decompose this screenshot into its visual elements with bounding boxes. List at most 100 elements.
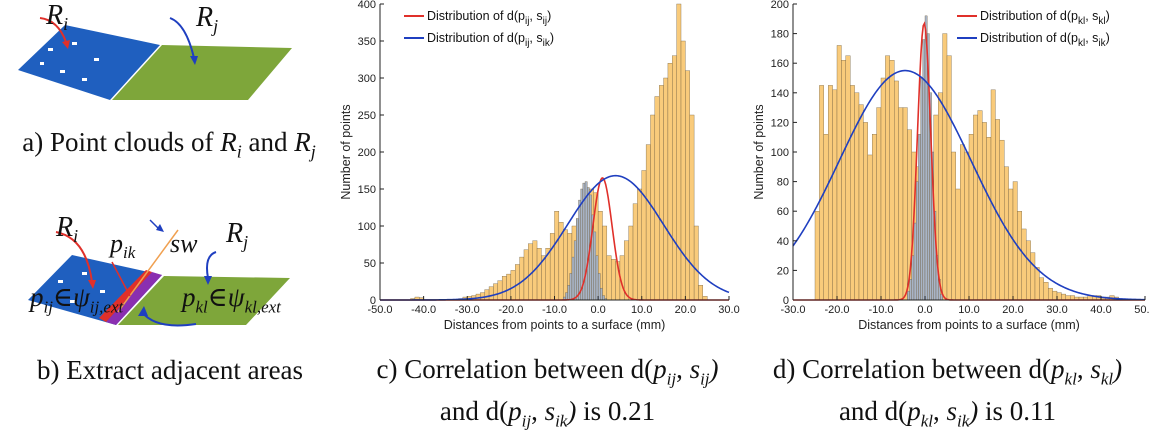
y-tick-label: 100: [771, 147, 789, 159]
histogram-bar: [484, 289, 490, 301]
legend-label-part: Distribution of d(: [980, 31, 1072, 45]
histogram-bar: [938, 92, 943, 301]
legend-label: Distribution of d(pkl, sik): [980, 31, 1110, 49]
caption-b: b) Extract adjacent areas: [36, 355, 304, 385]
histogram-bar: [523, 249, 529, 301]
y-tick-label: 120: [771, 117, 789, 129]
histogram-bar: [885, 55, 890, 301]
y-axis-label: Number of points: [339, 104, 353, 199]
x-tick-label: 10.0: [958, 304, 979, 316]
histogram-broad: [410, 3, 708, 301]
label-pik: pik: [108, 229, 136, 262]
label-rj: Rj: [195, 2, 218, 36]
legend-label-part: kl: [1098, 16, 1105, 27]
histogram-bar: [907, 290, 910, 301]
y-tick-label: 160: [771, 58, 789, 70]
histogram-bar: [637, 188, 642, 301]
histogram-bar: [858, 104, 864, 301]
label-ri: Ri: [55, 212, 78, 246]
y-tick-label: 350: [358, 36, 376, 48]
histogram-bar: [576, 218, 579, 301]
histogram-bar: [659, 85, 664, 301]
x-tick-label: -10.0: [868, 304, 893, 316]
y-axis-label: Number of points: [752, 104, 766, 199]
legend-label: Distribution of d(pij, sik): [427, 31, 554, 49]
panel-b-illustration: Ri pik sw Rj: [28, 212, 290, 327]
histogram-bar: [506, 273, 512, 301]
x-tick-label: 30.0: [1046, 304, 1067, 316]
histogram-bar: [1043, 282, 1049, 301]
histogram-bar: [593, 231, 597, 301]
histogram-bar: [823, 134, 829, 301]
legend-label-part: ij: [525, 38, 529, 49]
histogram-bar: [569, 273, 573, 301]
panel-a-illustration: Ri Rj: [18, 0, 292, 100]
histogram-bar: [685, 70, 690, 301]
legend: Distribution of d(pij, sij)Distribution …: [404, 9, 554, 49]
legend-label-part: ,: [529, 31, 536, 45]
red-arrow: [39, 17, 67, 43]
y-tick-label: 250: [358, 110, 376, 122]
x-tick-label: -10.0: [542, 304, 567, 316]
histogram-bar: [951, 151, 956, 301]
x-tick-label: -30.0: [780, 304, 805, 316]
legend-label-part: p: [518, 9, 525, 23]
y-tick-label: 100: [358, 221, 376, 233]
histogram-bar: [1048, 287, 1053, 301]
chart-d: -30.0 -20.0 -10.0 0.0 10.0 20.0 30.0 40.0 50.0 0 2…: [752, 0, 1150, 332]
y-tick-label: 150: [358, 184, 376, 196]
fitted-surface-line: [117, 229, 179, 313]
x-tick-label: -30.0: [455, 304, 480, 316]
histogram-broad: [814, 33, 1124, 301]
histogram-bar: [663, 77, 669, 301]
x-tick-label: 10.0: [631, 304, 652, 316]
legend-label-part: ,: [529, 9, 536, 23]
histogram-bar: [667, 63, 673, 301]
blue-arrowhead: [190, 56, 198, 65]
histogram-bar: [955, 188, 961, 301]
y-tick-label: 80: [777, 177, 789, 189]
y-tick-label: 20: [777, 265, 789, 277]
legend-label-part: kl: [1078, 38, 1085, 49]
histogram-bar: [1052, 290, 1058, 301]
legend-label-part: p: [1071, 9, 1078, 23]
histogram-bar: [880, 77, 886, 301]
y-tick-label: 200: [358, 147, 376, 159]
x-tick-label: 20.0: [1002, 304, 1023, 316]
y-tick-label: 50: [364, 258, 376, 270]
legend-label-part: s: [536, 31, 542, 45]
histogram-bar: [1004, 166, 1009, 301]
histogram-bar: [828, 85, 833, 301]
surface-holes: [40, 42, 99, 81]
histogram-bar: [573, 240, 577, 301]
histogram-bar: [641, 170, 647, 301]
histogram-bar: [554, 211, 560, 301]
x-tick-label: 40.0: [1090, 304, 1111, 316]
histogram-bar: [911, 255, 915, 301]
green-surface: [112, 45, 292, 100]
legend: Distribution of d(pkl, skl)Distribution …: [957, 9, 1110, 49]
legend-label-part: Distribution of d(: [980, 9, 1072, 23]
histogram-bar: [567, 285, 570, 301]
x-axis-label: Distances from points to a surface (mm): [858, 318, 1080, 332]
red-arrow: [55, 231, 93, 283]
histogram-bar: [916, 181, 919, 301]
histogram-bar: [946, 55, 952, 301]
histogram-bar: [845, 55, 851, 301]
pkl-arrowhead: [138, 306, 148, 316]
histogram-bar: [519, 256, 525, 301]
histogram-bar: [1034, 267, 1040, 301]
histogram-bar: [676, 3, 682, 301]
blue-arrow: [169, 17, 195, 59]
x-tick-label: 30.0: [718, 304, 739, 316]
histogram-bar: [832, 89, 838, 301]
x-tick-label: 0.0: [590, 304, 605, 316]
legend-label-part: s: [1092, 31, 1098, 45]
legend-label-part: ): [550, 31, 554, 45]
histogram-bar: [942, 33, 948, 301]
histogram-bar: [632, 203, 638, 301]
legend-label-part: s: [536, 9, 542, 23]
histogram-bar: [693, 225, 699, 301]
x-tick-label: -20.0: [824, 304, 849, 316]
histogram-bar: [515, 264, 520, 301]
